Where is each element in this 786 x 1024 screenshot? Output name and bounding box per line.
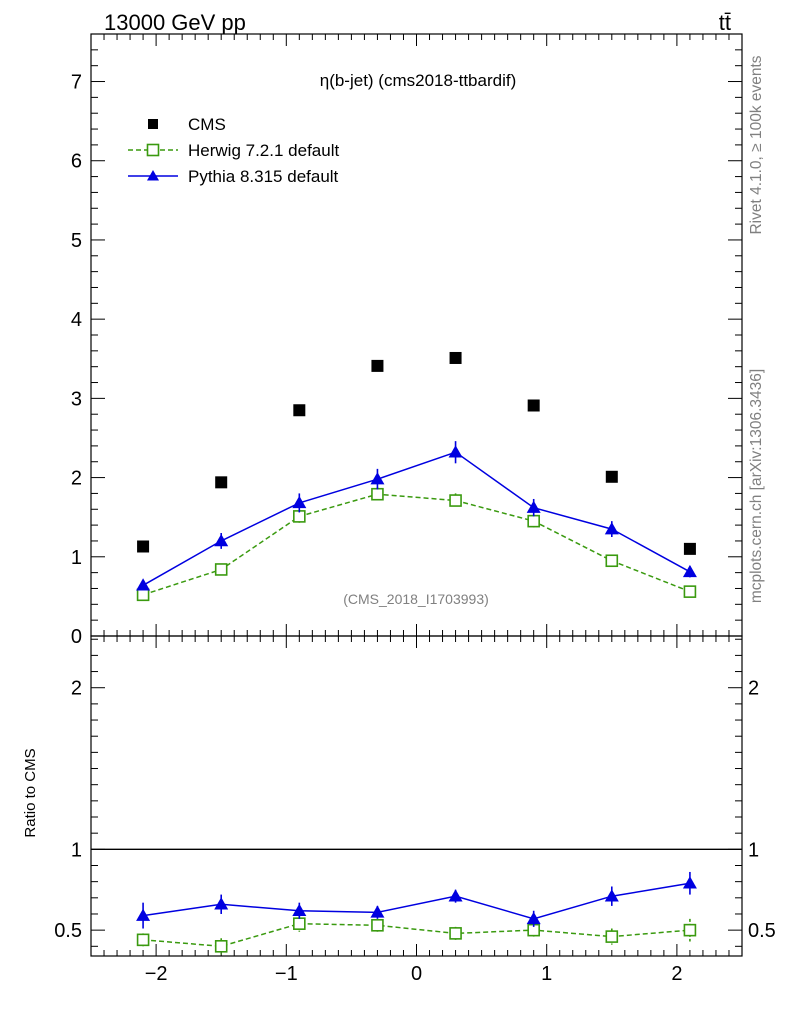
ratio-y-tick-label: 1 xyxy=(71,839,82,861)
main-panel: 0 1 2 3 4 5 6 7 xyxy=(71,33,743,648)
ratio-y-tick-label-right: 0.5 xyxy=(748,920,776,942)
x-tick-label: 1 xyxy=(541,963,552,985)
x-tick-label: 2 xyxy=(671,963,682,985)
pythia-ratio-point xyxy=(448,889,463,902)
legend-marker-pythia xyxy=(147,170,159,181)
cms-point xyxy=(683,542,696,555)
herwig-ratio-point xyxy=(293,917,306,930)
herwig-point xyxy=(371,487,384,501)
pythia-ratio-point xyxy=(136,908,151,921)
rivet-label: Rivet 4.1.0, ≥ 100k events xyxy=(748,55,765,234)
herwig-ratio-point xyxy=(449,927,462,940)
ratio-y-tick-label: 2 xyxy=(71,678,82,700)
legend-label: Herwig 7.2.1 default xyxy=(188,141,339,160)
ratio-panel: −2 −1 0 1 2 0.5 0.5 1 1 2 2 xyxy=(54,635,776,985)
pythia-point xyxy=(214,533,229,547)
herwig-point xyxy=(449,494,462,507)
cms-point xyxy=(371,359,384,372)
pythia-ratio-line xyxy=(142,882,691,920)
cms-point xyxy=(293,404,306,417)
main-y-tick-label: 0 xyxy=(71,626,82,648)
main-y-tick-label: 1 xyxy=(71,547,82,569)
cms-point xyxy=(605,470,618,483)
ratio-y-tick-label-right: 2 xyxy=(748,678,759,700)
pythia-point xyxy=(292,495,307,509)
ratio-frame xyxy=(90,635,743,957)
herwig-point xyxy=(683,585,697,598)
x-tick-label: 0 xyxy=(411,963,422,985)
main-y-tick-label: 3 xyxy=(71,388,82,410)
ratio-y-tick-label: 0.5 xyxy=(54,920,82,942)
main-y-tick-label: 6 xyxy=(71,151,82,173)
analysis-label: (CMS_2018_I1703993) xyxy=(343,591,489,607)
herwig-point xyxy=(527,514,540,528)
main-y-tick-label: 5 xyxy=(71,230,82,252)
cms-point xyxy=(215,476,228,489)
mcplots-label: mcplots.cern.ch [arXiv:1306.3436] xyxy=(748,369,765,603)
pythia-ratio-point xyxy=(370,905,385,918)
legend-label: Pythia 8.315 default xyxy=(188,167,339,186)
ratio-ylabel: Ratio to CMS xyxy=(22,748,39,837)
x-tick-label: −1 xyxy=(275,963,298,985)
main-y-tick-label: 4 xyxy=(71,309,82,331)
legend-marker-herwig xyxy=(146,143,160,157)
chart-title: η(b-jet) (cms2018-ttbardif) xyxy=(320,71,517,90)
pythia-ratio-point xyxy=(682,876,697,889)
x-tick-label: −2 xyxy=(145,963,168,985)
pythia-point xyxy=(448,445,463,458)
main-y-tick-label: 7 xyxy=(71,72,82,94)
herwig-ratio-line xyxy=(143,922,690,948)
cms-point xyxy=(449,351,462,364)
pythia-point xyxy=(604,522,619,535)
legend-marker-cms xyxy=(148,119,158,129)
pythia-ratio-point xyxy=(214,897,229,910)
main-y-tick-label: 2 xyxy=(71,468,82,490)
pythia-ratio-point xyxy=(604,889,619,902)
herwig-point xyxy=(214,563,228,576)
herwig-ratio-point xyxy=(683,923,697,937)
cms-point xyxy=(527,399,540,412)
herwig-ratio-point xyxy=(214,940,228,953)
pythia-ratio-point xyxy=(526,911,541,925)
cms-point xyxy=(137,540,150,553)
ratio-y-tick-label-right: 1 xyxy=(748,839,759,861)
pythia-point xyxy=(136,578,151,591)
herwig-ratio-point xyxy=(371,918,384,932)
pythia-point xyxy=(526,500,541,513)
pythia-ratio-point xyxy=(292,903,307,916)
pythia-point xyxy=(682,564,697,578)
herwig-point xyxy=(136,588,150,602)
herwig-ratio-point xyxy=(605,930,619,943)
process-label: tt̄ xyxy=(719,10,731,35)
herwig-point xyxy=(293,510,306,523)
pythia-point xyxy=(370,472,385,485)
energy-label: 13000 GeV pp xyxy=(104,10,246,35)
legend: CMS Herwig 7.2.1 default Pythia 8.315 defa… xyxy=(128,115,339,186)
herwig-point xyxy=(605,554,619,568)
herwig-line xyxy=(142,493,691,596)
herwig-ratio-point xyxy=(136,933,150,947)
pythia-line xyxy=(142,451,691,586)
legend-label: CMS xyxy=(188,115,226,134)
